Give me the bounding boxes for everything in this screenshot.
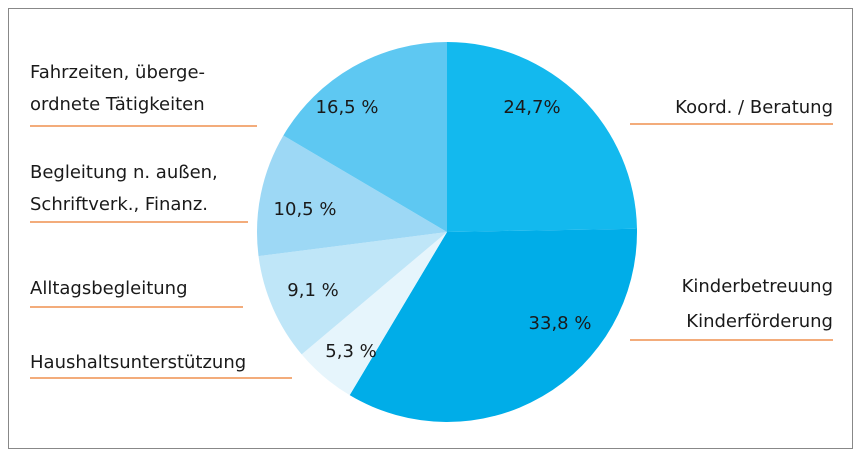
pie-slice (283, 42, 447, 232)
pie-slice (447, 42, 637, 232)
category-label: Haushaltsunterstützung (30, 352, 246, 373)
category-label: Kinderbetreuung (682, 276, 833, 297)
pie-slice (301, 232, 447, 396)
value-label: 5,3 % (325, 341, 376, 362)
value-label: 10,5 % (274, 199, 337, 220)
category-label: Fahrzeiten, überge- (30, 62, 205, 83)
value-label: 16,5 % (316, 97, 379, 118)
category-label: Alltagsbegleitung (30, 278, 188, 299)
category-label: Schriftverk., Finanz. (30, 194, 208, 215)
category-label: Koord. / Beratung (675, 97, 833, 118)
category-label: Begleitung n. außen, (30, 162, 218, 183)
pie-slice (257, 135, 447, 257)
category-label: Kinderförderung (686, 311, 833, 332)
pie-slice (258, 232, 447, 355)
value-label: 9,1 % (287, 280, 338, 301)
value-label: 33,8 % (529, 313, 592, 334)
value-label: 24,7% (503, 97, 560, 118)
category-label: ordnete Tätigkeiten (30, 94, 205, 115)
pie-slice (349, 228, 637, 422)
